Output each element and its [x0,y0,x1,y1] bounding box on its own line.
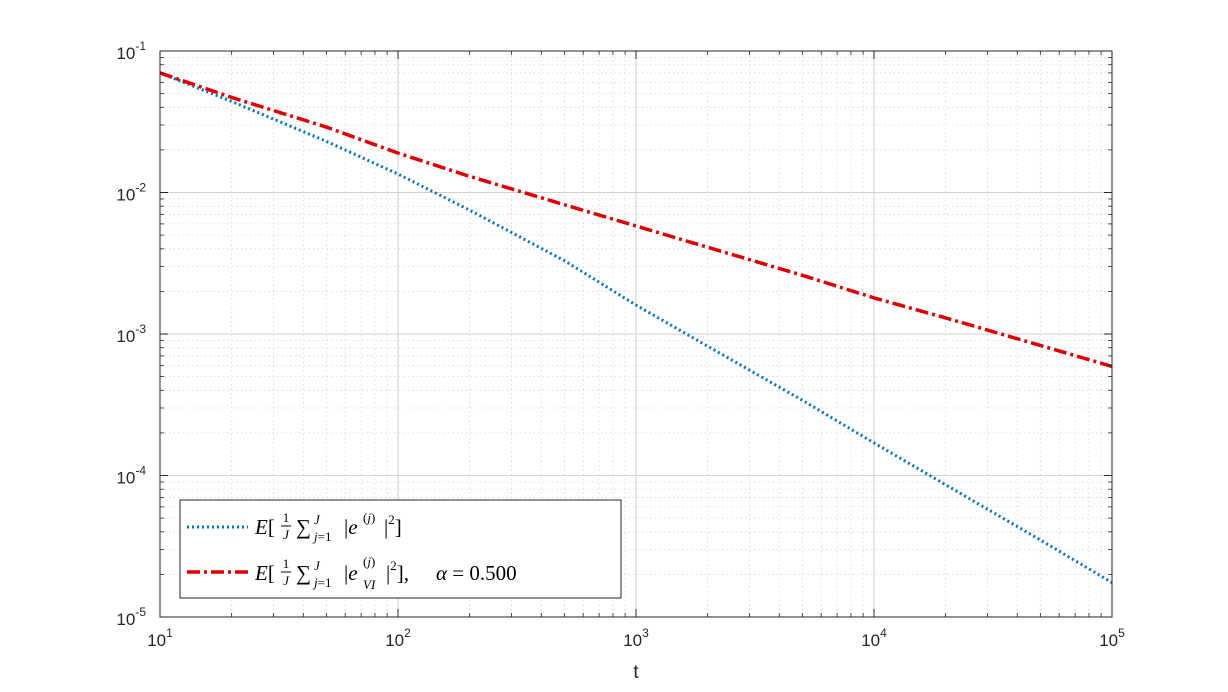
y-tick-label: 10-5 [116,605,146,629]
svg-text:(j): (j) [363,510,375,525]
svg-text:VI: VI [363,577,376,592]
legend-entry-series-1: E[ 1 J ∑ J j=1 |e (j) VI |2], α = 0.500 [254,554,517,592]
svg-text:∑: ∑ [296,561,311,585]
svg-text:J: J [314,558,321,573]
x-tick-labels: 101 102 103 104 105 [147,626,1125,650]
x-tick-label: 104 [861,626,887,650]
x-tick-label: 103 [623,626,649,650]
series-line-0 [159,71,1113,584]
legend-box [179,499,622,599]
svg-text:|2],: |2], [386,558,409,585]
series-layer [159,71,1113,584]
svg-text:E[: E[ [254,515,275,539]
svg-text:J: J [283,573,290,588]
svg-text:j=1: j=1 [312,529,331,544]
legend: E[ 1 J ∑ J j=1 |e (j) |2] E[ 1 J ∑ J j=1… [179,499,622,599]
svg-text:j=1: j=1 [312,575,331,590]
x-axis-label: t [633,662,639,683]
y-tick-labels: 10-1 10-2 10-3 10-4 10-5 [116,39,146,629]
svg-text:∑: ∑ [296,515,311,539]
svg-text:1: 1 [283,510,290,525]
svg-text:J: J [283,527,290,542]
series-line-1 [159,71,1113,369]
x-tick-label: 102 [385,626,411,650]
svg-text:α = 0.500: α = 0.500 [436,561,517,585]
svg-text:(j): (j) [363,554,375,569]
svg-text:J: J [314,512,321,527]
svg-text:|e: |e [344,515,358,539]
svg-text:1: 1 [283,556,290,571]
y-tick-label: 10-2 [116,181,146,205]
ticks [159,50,1113,618]
y-tick-label: 10-4 [116,464,146,488]
y-tick-label: 10-3 [116,322,146,346]
x-tick-label: 105 [1099,626,1125,650]
svg-text:|e: |e [344,561,358,585]
svg-text:E[: E[ [254,561,275,585]
y-tick-label: 10-1 [116,39,146,63]
x-tick-label: 101 [147,626,173,650]
